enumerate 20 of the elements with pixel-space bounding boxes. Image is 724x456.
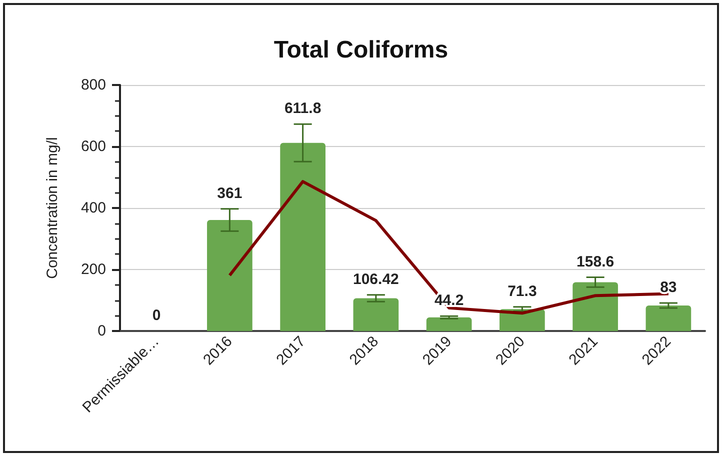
bar [646,305,692,331]
bar [353,298,399,331]
bar [572,282,618,331]
data-label: 71.3 [508,282,537,300]
bar [426,317,472,331]
y-axis-title: Concentration in mg/l [44,137,61,279]
data-label: 158.6 [576,253,614,270]
y-tick-label: 600 [80,138,106,155]
y-tick-label: 200 [80,261,106,278]
data-label: 611.8 [284,100,322,118]
bar [280,142,326,331]
y-tick-label: 0 [98,322,106,340]
data-label: 83 [660,279,677,296]
data-label: 106.42 [352,270,399,288]
data-label: 0 [152,307,161,324]
bar [207,220,252,331]
chart-title: Total Coliforms [274,36,448,64]
y-tick-label: 800 [80,76,106,94]
y-tick-label: 400 [80,200,106,216]
data-label: 361 [217,184,242,202]
